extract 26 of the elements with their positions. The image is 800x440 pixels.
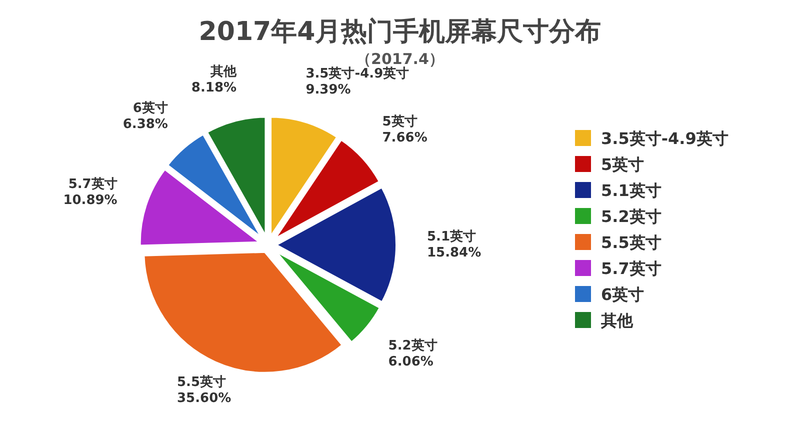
slice-label: 其他 — [210, 64, 238, 80]
legend-label: 其他 — [600, 311, 634, 330]
legend-label: 6英寸 — [601, 285, 644, 304]
slice-label: 5.1英寸 — [427, 230, 476, 245]
data-label: 7.66% — [382, 130, 428, 146]
data-label: 15.84% — [427, 246, 482, 261]
legend-label: 3.5英寸-4.9英寸 — [601, 129, 728, 148]
legend-label: 5.7英寸 — [601, 259, 662, 278]
slice-label: 5.7英寸 — [68, 177, 118, 192]
chart-title: 2017年4月热门手机屏幕尺寸分布 — [198, 17, 602, 47]
slice-label: 5英寸 — [382, 114, 418, 130]
slice-label: 5.2英寸 — [388, 338, 438, 354]
slice-label: 5.5英寸 — [177, 374, 226, 390]
legend-label: 5英寸 — [601, 155, 644, 174]
legend-label: 5.5英寸 — [601, 233, 662, 252]
legend-label: 5.2英寸 — [601, 207, 662, 226]
data-label: 35.60% — [177, 390, 232, 406]
data-label: 6.06% — [388, 354, 434, 370]
slice-label: 6英寸 — [132, 100, 168, 116]
data-label: 9.39% — [306, 82, 351, 98]
data-label: 6.38% — [122, 116, 168, 132]
slice-label: 3.5英寸-4.9英寸 — [306, 66, 410, 82]
legend-label: 5.1英寸 — [601, 181, 662, 200]
chart-subtitle: （2017.4） — [356, 50, 444, 68]
data-label: 10.89% — [63, 193, 118, 208]
data-label: 8.18% — [191, 80, 237, 96]
